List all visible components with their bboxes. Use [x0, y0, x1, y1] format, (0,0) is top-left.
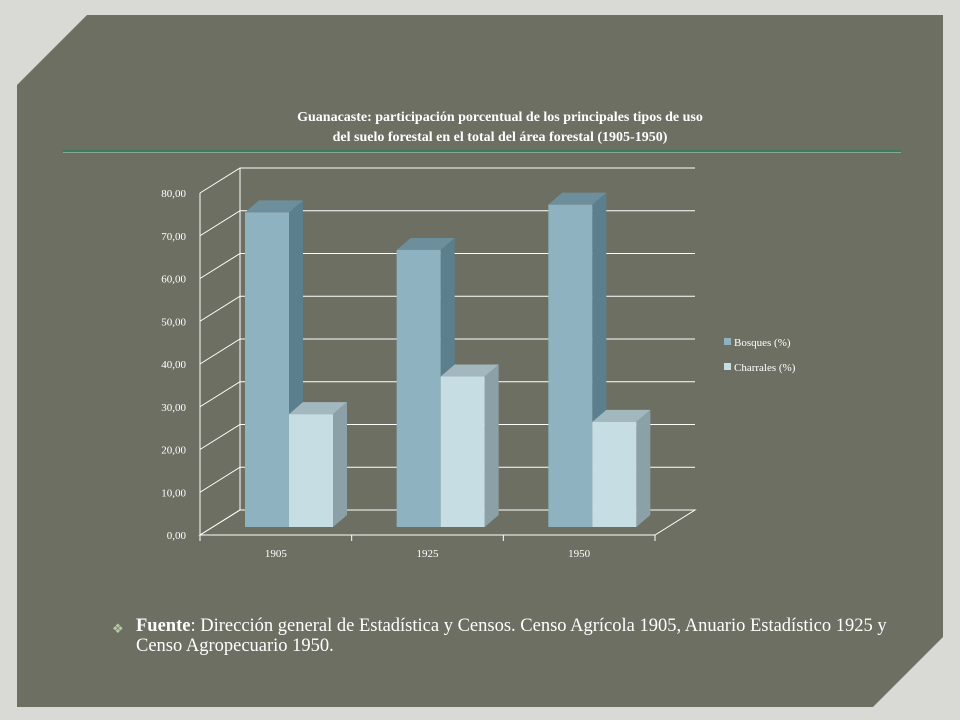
bar: [440, 376, 485, 527]
y-tick-label: 60,00: [161, 274, 186, 286]
bar-side: [333, 402, 347, 527]
y-tick-label: 0,00: [167, 530, 187, 542]
title-divider: [63, 150, 901, 153]
legend-swatch: [724, 363, 731, 370]
bar-top: [548, 192, 607, 205]
x-tick-label: 1905: [265, 548, 288, 560]
source-note: ❖ Fuente: Dirección general de Estadísti…: [112, 616, 912, 656]
gridline: [199, 253, 695, 279]
bar-side: [636, 409, 651, 527]
gridline: [199, 466, 695, 493]
gridline: [199, 381, 695, 408]
x-tick-label: 1925: [417, 548, 440, 560]
bar-top: [245, 200, 303, 213]
source-label: Fuente: [136, 616, 191, 636]
chart-title-line-1: Guanacaste: participación porcentual de …: [297, 110, 703, 125]
y-tick-label: 20,00: [161, 445, 186, 457]
chart-title-line-2: del suelo forestal en el total del área …: [332, 130, 668, 145]
legend-swatch: [724, 338, 731, 345]
bar-top: [440, 364, 499, 377]
bar: [396, 249, 441, 528]
y-tick-label: 30,00: [161, 402, 186, 414]
gridline: [199, 295, 695, 322]
gridline: [199, 424, 695, 450]
bar-top: [592, 409, 651, 422]
y-tick-label: 80,00: [161, 188, 186, 200]
y-tick-label: 70,00: [161, 231, 186, 243]
gridline: [199, 167, 695, 194]
legend-label: Bosques (%): [734, 337, 791, 349]
bar: [592, 421, 637, 527]
source-text: : Dirección general de Estadística y Cen…: [136, 616, 887, 656]
y-tick-label: 50,00: [161, 316, 186, 328]
legend-label: Charrales (%): [734, 362, 796, 374]
bar-top: [289, 402, 347, 415]
chart-title: Guanacaste: participación porcentual de …: [190, 108, 810, 148]
y-tick-label: 10,00: [161, 487, 186, 499]
x-tick-label: 1950: [568, 548, 591, 560]
slide-background: [17, 15, 943, 707]
gridline: [199, 509, 695, 536]
gridline: [199, 338, 695, 365]
y-tick-label: 40,00: [161, 359, 186, 371]
bar-side: [484, 364, 499, 527]
bar-top: [396, 237, 455, 250]
gridline: [199, 210, 695, 237]
bar: [245, 212, 289, 528]
bar: [289, 414, 333, 527]
bar: [548, 204, 593, 528]
bullet-icon: ❖: [112, 621, 124, 636]
